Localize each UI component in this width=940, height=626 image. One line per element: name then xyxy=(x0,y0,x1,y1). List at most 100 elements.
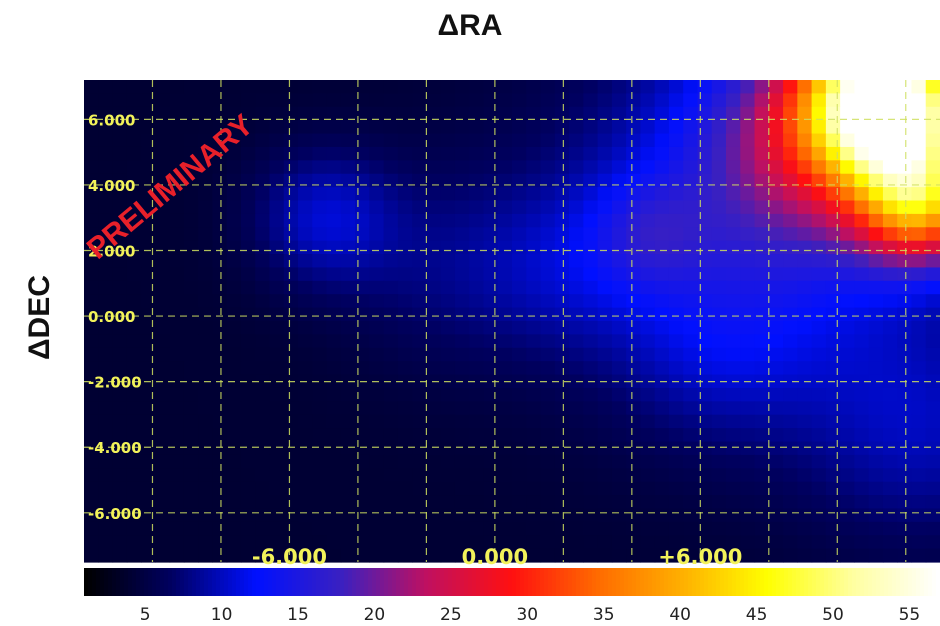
heatmap-cell xyxy=(754,160,770,175)
heatmap-cell xyxy=(355,80,370,94)
heatmap-cell xyxy=(226,80,242,94)
heatmap-cell xyxy=(226,481,242,496)
heatmap-cell xyxy=(668,347,684,362)
heatmap-cell xyxy=(326,428,342,443)
heatmap-cell xyxy=(426,535,442,550)
colorbar-segment xyxy=(756,568,761,596)
heatmap-cell xyxy=(654,280,670,295)
heatmap-cell xyxy=(283,133,299,148)
heatmap-cell xyxy=(141,146,156,161)
heatmap-cell xyxy=(854,441,870,456)
heatmap-cell xyxy=(654,401,670,416)
heatmap-cell xyxy=(611,254,627,269)
heatmap-cell xyxy=(768,387,784,402)
heatmap-cell xyxy=(98,294,114,309)
colorbar-segment xyxy=(276,568,281,596)
heatmap-cell xyxy=(212,521,228,536)
heatmap-cell xyxy=(312,347,328,362)
heatmap-cell xyxy=(825,267,841,282)
heatmap-cell xyxy=(84,267,99,282)
heatmap-cell xyxy=(255,401,271,416)
heatmap-cell xyxy=(854,200,870,215)
heatmap-cell xyxy=(298,468,313,483)
heatmap-cell xyxy=(754,495,770,510)
heatmap-cell xyxy=(825,428,841,443)
heatmap-cell xyxy=(397,401,413,416)
heatmap-cell xyxy=(754,521,770,536)
heatmap-cell xyxy=(840,548,855,563)
heatmap-cell xyxy=(198,173,213,188)
heatmap-cell xyxy=(911,334,927,349)
heatmap-cell xyxy=(925,441,940,456)
heatmap-cell xyxy=(512,361,527,376)
heatmap-cell xyxy=(711,173,727,188)
heatmap-cell xyxy=(811,548,827,563)
heatmap-cell xyxy=(825,280,841,295)
heatmap-cell xyxy=(740,93,756,108)
heatmap-cell xyxy=(226,254,242,269)
colorbar-segment xyxy=(580,568,585,596)
heatmap-cell xyxy=(98,80,114,94)
heatmap-cell xyxy=(84,120,99,135)
heatmap-cell xyxy=(369,321,385,335)
heatmap-cell xyxy=(654,294,670,309)
heatmap-cell xyxy=(198,428,213,443)
heatmap-cell xyxy=(740,508,756,523)
heatmap-cell xyxy=(840,240,855,255)
heatmap-cell xyxy=(426,321,442,335)
heatmap-cell xyxy=(298,387,313,402)
heatmap-cell xyxy=(583,187,599,202)
heatmap-cell xyxy=(512,187,527,202)
heatmap-cell xyxy=(726,240,741,255)
heatmap-cell xyxy=(198,414,213,429)
heatmap-cell xyxy=(226,334,242,349)
heatmap-cell xyxy=(141,495,156,510)
heatmap-cell xyxy=(868,347,884,362)
colorbar-segment xyxy=(696,568,701,596)
colorbar-segment xyxy=(596,568,601,596)
heatmap-cell xyxy=(868,213,884,228)
heatmap-cell xyxy=(654,428,670,443)
heatmap-cell xyxy=(854,321,870,335)
heatmap-cell xyxy=(283,495,299,510)
heatmap-cell xyxy=(298,120,313,135)
heatmap-cell xyxy=(169,187,185,202)
heatmap-cell xyxy=(697,441,713,456)
heatmap-cell xyxy=(797,441,813,456)
heatmap-cell xyxy=(269,120,285,135)
heatmap-cell xyxy=(483,508,499,523)
heatmap-cell xyxy=(683,414,699,429)
colorbar-segment xyxy=(420,568,425,596)
heatmap-cell xyxy=(668,481,684,496)
heatmap-cell xyxy=(668,428,684,443)
heatmap-cell xyxy=(212,495,228,510)
heatmap-cell xyxy=(797,321,813,335)
heatmap-cell xyxy=(668,200,684,215)
heatmap-cell xyxy=(882,227,898,242)
heatmap-cell xyxy=(240,267,256,282)
colorbar-segment xyxy=(468,568,473,596)
heatmap-cell xyxy=(569,254,584,269)
heatmap-cell xyxy=(726,401,741,416)
heatmap-cell xyxy=(512,254,527,269)
heatmap-cell xyxy=(255,414,271,429)
heatmap-cell xyxy=(469,387,485,402)
colorbar-segment xyxy=(592,568,597,596)
heatmap-cell xyxy=(911,80,927,94)
heatmap-cell xyxy=(911,307,927,322)
heatmap-cell xyxy=(255,146,271,161)
heatmap-cell xyxy=(811,213,827,228)
heatmap-cell xyxy=(112,93,128,108)
heatmap-cell xyxy=(554,454,570,469)
heatmap-cell xyxy=(540,267,556,282)
heatmap-cell xyxy=(198,213,213,228)
heatmap-cell xyxy=(497,495,513,510)
heatmap-cell xyxy=(483,321,499,335)
heatmap-cell xyxy=(540,213,556,228)
heatmap-cell xyxy=(355,468,370,483)
heatmap-cell xyxy=(141,481,156,496)
heatmap-cell xyxy=(155,80,171,94)
heatmap-cell xyxy=(255,187,271,202)
heatmap-cell xyxy=(383,548,399,563)
heatmap-cell xyxy=(440,428,456,443)
